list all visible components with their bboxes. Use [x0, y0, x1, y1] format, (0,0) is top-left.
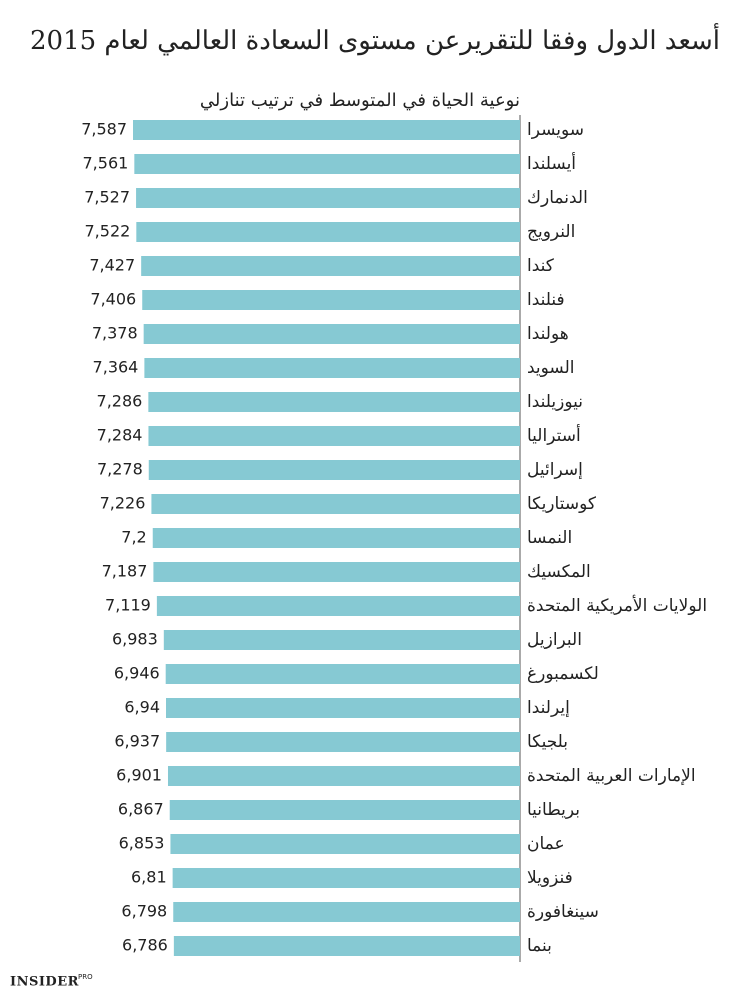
bar [156, 596, 520, 616]
category-label: بنما [527, 936, 552, 956]
value-label: 6,94 [124, 698, 160, 717]
footer-brand: INSIDER [10, 975, 79, 990]
category-label: فنلندا [527, 290, 565, 310]
bar [134, 154, 520, 174]
category-label: سينغافورة [527, 902, 599, 922]
category-label: الدنمارك [527, 188, 588, 208]
value-label: 6,901 [116, 766, 162, 785]
value-label: 6,983 [112, 630, 158, 649]
bar [165, 664, 520, 684]
category-label: النرويج [527, 222, 575, 242]
value-label: 7,284 [97, 426, 143, 445]
category-label: الإمارات العربية المتحدة [527, 766, 696, 786]
footer-tag: PRO [78, 973, 93, 981]
value-label: 6,798 [121, 902, 167, 921]
value-label: 6,786 [122, 936, 168, 955]
bar [151, 494, 520, 514]
category-label: الولايات الأمريكية المتحدة [527, 595, 707, 616]
category-label: هولندا [527, 324, 569, 344]
value-label: 7,278 [97, 460, 143, 479]
bar [148, 460, 520, 480]
bar [166, 698, 520, 718]
value-label: 7,378 [92, 324, 138, 343]
bar [148, 426, 521, 446]
category-label: نيوزيلندا [527, 392, 583, 412]
category-label: المكسيك [527, 562, 591, 582]
bar [172, 868, 520, 888]
bar [143, 324, 520, 344]
category-label: إسرائيل [527, 460, 583, 480]
value-label: 7,364 [93, 358, 139, 377]
bar [152, 528, 520, 548]
bar [136, 222, 520, 242]
bar [148, 392, 520, 412]
value-label: 7,2 [121, 528, 146, 547]
bar [142, 290, 521, 310]
value-label: 7,427 [89, 256, 135, 275]
category-label: أيسلندا [527, 152, 576, 174]
value-label: 7,522 [85, 222, 131, 241]
value-label: 7,187 [102, 562, 148, 581]
bar [141, 256, 521, 276]
value-label: 7,406 [90, 290, 136, 309]
bar [173, 936, 520, 956]
chart-title: أسعد الدول وفقا للتقريرعن مستوى السعادة … [30, 22, 720, 56]
category-label: بريطانيا [527, 800, 580, 820]
value-label: 7,561 [83, 154, 129, 173]
value-label: 7,587 [81, 120, 127, 139]
category-label: النمسا [527, 528, 572, 548]
bar [173, 902, 520, 922]
bar [144, 358, 520, 378]
value-label: 6,853 [119, 834, 165, 853]
bar [166, 732, 520, 752]
value-label: 7,119 [105, 596, 151, 615]
bar [163, 630, 520, 650]
bar [170, 834, 520, 854]
value-label: 6,81 [131, 868, 167, 887]
category-label: كندا [527, 256, 555, 276]
category-label: السويد [527, 358, 575, 378]
category-label: عمان [527, 834, 565, 854]
bar [133, 120, 520, 140]
value-label: 6,937 [114, 732, 160, 751]
category-label: بلجيكا [527, 732, 568, 752]
category-label: سويسرا [527, 120, 584, 140]
value-label: 7,286 [97, 392, 143, 411]
category-label: فنزويلا [527, 868, 573, 888]
value-label: 6,946 [114, 664, 160, 683]
bar [136, 188, 521, 208]
category-label: كوستاريكا [527, 494, 597, 514]
category-label: لكسمبورغ [527, 664, 599, 684]
category-label: البرازيل [527, 630, 582, 650]
bar [167, 766, 520, 786]
value-label: 6,867 [118, 800, 164, 819]
category-label: إيرلندا [527, 698, 570, 718]
chart-subtitle: نوعية الحياة في المتوسط في ترتيب تنازلي [200, 90, 520, 111]
category-label: أستراليا [527, 424, 581, 446]
value-label: 7,226 [100, 494, 146, 513]
bar [169, 800, 520, 820]
bar [153, 562, 520, 582]
value-label: 7,527 [84, 188, 130, 207]
